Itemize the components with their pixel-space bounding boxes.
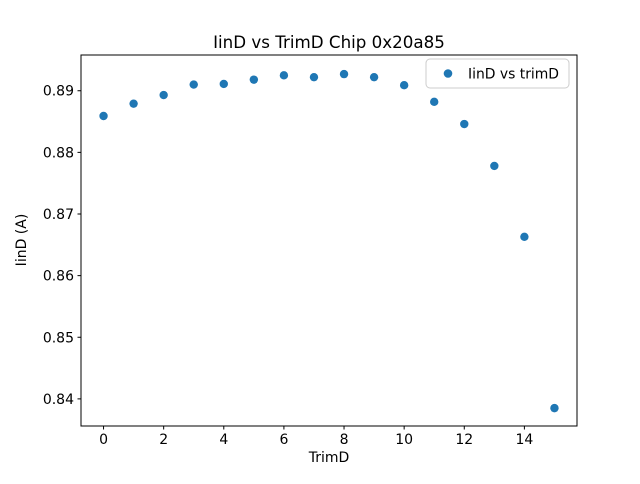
data-point [159, 90, 168, 100]
data-point [249, 75, 259, 84]
legend-box [425, 58, 570, 89]
legend-marker-icon [443, 69, 453, 78]
x-tick-label: 14 [515, 432, 533, 448]
chart-title: IinD vs TrimD Chip 0x20a85 [213, 32, 445, 52]
data-point [520, 232, 529, 242]
data-point [219, 79, 228, 89]
x-axis-label: TrimD [308, 450, 350, 466]
x-tick-label: 8 [340, 432, 349, 448]
data-point [309, 72, 319, 82]
legend: IinD vs trimD [425, 58, 570, 89]
legend-label: IinD vs trimD [468, 67, 559, 83]
x-tick-label: 12 [455, 432, 473, 448]
y-tick-label: 0.85 [43, 330, 74, 346]
data-point [129, 99, 138, 108]
data-point [430, 97, 439, 107]
y-axis-label: IinD (A) [14, 214, 30, 267]
data-point [189, 80, 198, 89]
x-tick-label: 4 [219, 432, 228, 448]
x-tick-label: 2 [159, 432, 168, 448]
y-tick-label: 0.86 [43, 269, 74, 285]
axis-ticks: 0 2 4 6 8 10 12 14 0.84 0.85 0.86 0.87 0.88 0.89 [43, 84, 534, 448]
data-point [279, 71, 289, 80]
data-point [99, 111, 108, 121]
data-point [399, 80, 409, 90]
x-tick-label: 0 [99, 432, 108, 448]
plot-area [80, 54, 578, 427]
x-tick-label: 6 [279, 432, 288, 448]
y-tick-label: 0.84 [43, 392, 74, 408]
y-tick-label: 0.89 [43, 84, 74, 100]
data-points [99, 69, 559, 413]
data-point [369, 72, 379, 82]
data-point [339, 69, 349, 79]
data-point [550, 403, 559, 413]
data-point [460, 119, 469, 129]
y-tick-label: 0.88 [43, 145, 74, 161]
data-point [490, 161, 499, 171]
y-tick-label: 0.87 [43, 207, 74, 223]
x-tick-label: 10 [395, 432, 413, 448]
